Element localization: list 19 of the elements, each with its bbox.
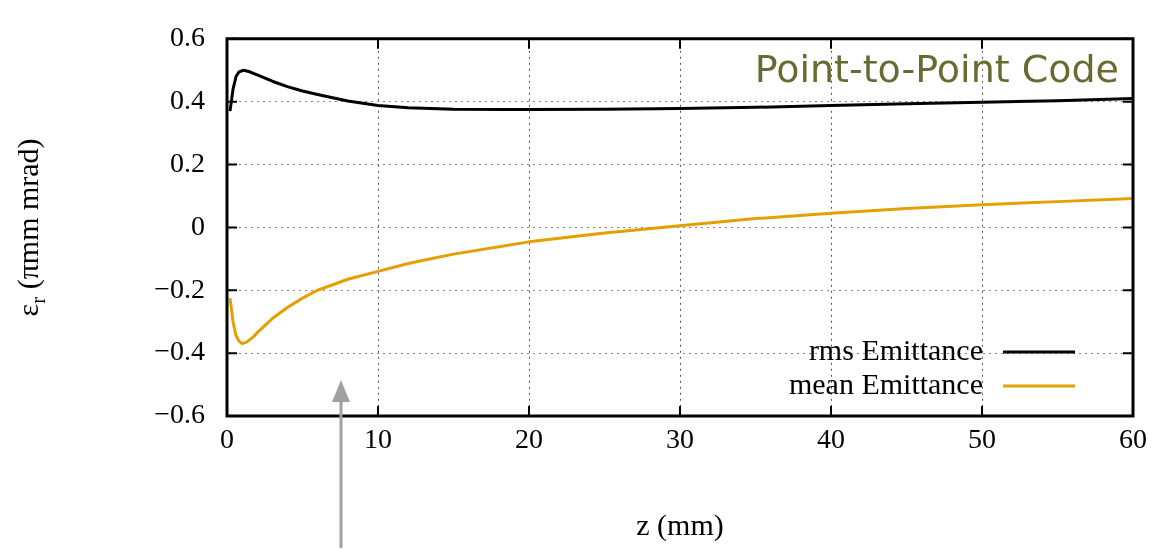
y-tick-label: −0.4 xyxy=(154,335,205,367)
x-tick-label: 0 xyxy=(220,423,234,455)
x-tick-label: 40 xyxy=(817,423,845,455)
x-tick-label: 60 xyxy=(1119,423,1147,455)
y-tick-label: 0.4 xyxy=(170,84,205,116)
y-tick-label: 0.6 xyxy=(170,21,205,53)
x-tick-label: 50 xyxy=(968,423,996,455)
y-tick-label: −0.6 xyxy=(154,398,205,430)
chart-title: Point-to-Point Code xyxy=(754,46,1119,91)
y-tick-label: −0.2 xyxy=(154,272,205,304)
legend-label: mean Emittance xyxy=(788,366,983,400)
x-tick-label: 30 xyxy=(666,423,694,455)
x-axis-title: z (mm) xyxy=(636,507,724,542)
y-tick-label: 0.2 xyxy=(170,146,205,178)
x-tick-label: 10 xyxy=(364,423,392,455)
y-tick-label: 0 xyxy=(191,209,205,241)
y-axis-title: εr (πmm mrad) xyxy=(10,138,50,317)
legend-label: rms Emittance xyxy=(808,332,983,366)
x-tick-label: 20 xyxy=(515,423,543,455)
